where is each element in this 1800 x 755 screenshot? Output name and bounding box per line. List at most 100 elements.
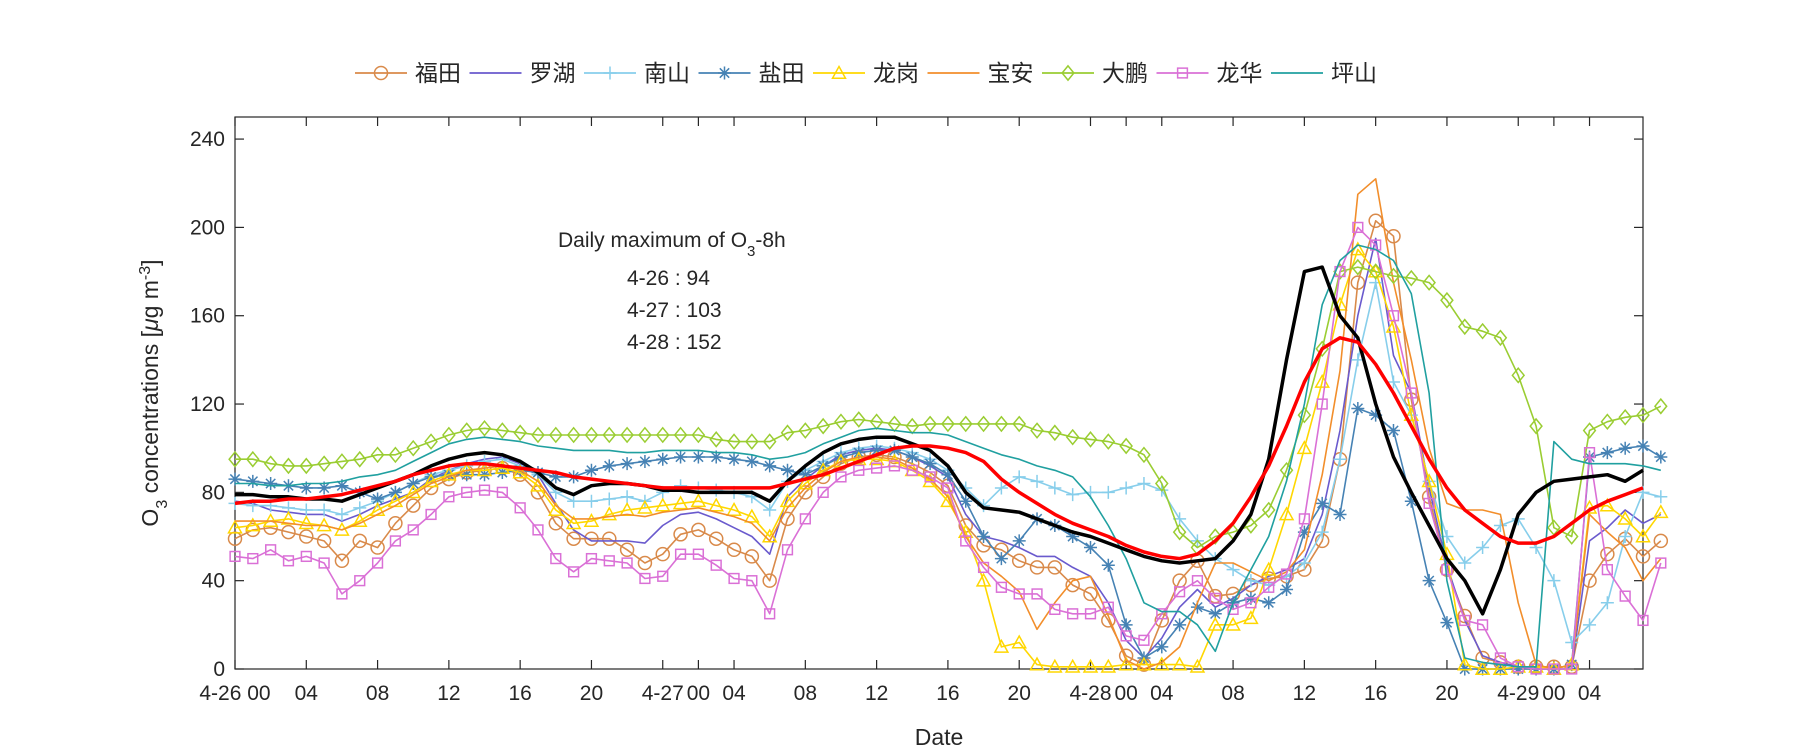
data-point — [655, 546, 670, 562]
data-point — [317, 481, 331, 495]
data-point — [958, 415, 973, 433]
data-point — [1386, 267, 1401, 285]
data-point — [1315, 525, 1329, 539]
data-point — [1013, 588, 1025, 600]
data-point — [353, 501, 367, 515]
data-point — [1065, 428, 1080, 446]
data-point — [1600, 546, 1615, 562]
data-point — [1316, 398, 1328, 410]
x-tick-label: 04 — [1578, 682, 1602, 705]
y-tick-label: 40 — [202, 570, 225, 593]
data-point — [1619, 590, 1631, 602]
data-point — [1011, 634, 1027, 649]
data-point — [1297, 556, 1311, 570]
data-point — [228, 472, 242, 486]
data-point — [584, 494, 598, 508]
data-point — [816, 459, 830, 473]
data-point — [994, 415, 1009, 433]
data-point — [1458, 662, 1472, 676]
data-point — [1422, 274, 1436, 291]
data-point — [1066, 488, 1080, 502]
data-point — [1120, 630, 1132, 642]
y-axis-label: O3 concentrations [μg m-3] — [137, 259, 171, 526]
data-point — [745, 454, 759, 468]
data-point — [781, 463, 795, 477]
data-point — [548, 501, 564, 516]
data-point — [831, 64, 847, 79]
data-point — [495, 422, 510, 439]
data-point — [940, 493, 956, 508]
data-point — [477, 419, 492, 437]
data-point — [1138, 634, 1150, 646]
data-point — [1635, 549, 1651, 564]
data-point — [1618, 408, 1632, 426]
data-point — [922, 473, 938, 488]
data-point — [834, 450, 848, 464]
series-龙华 — [229, 221, 1667, 675]
x-tick-label: 4-27 — [642, 682, 684, 705]
data-point — [281, 457, 296, 475]
data-point — [1156, 608, 1168, 620]
data-point — [1048, 481, 1062, 495]
y-label-mu: μ — [137, 318, 163, 332]
x-tick-label: 20 — [580, 682, 603, 705]
data-point — [718, 66, 731, 80]
y-tick-label: 0 — [213, 658, 225, 681]
y-label-part: g m — [137, 280, 163, 318]
data-point — [1456, 656, 1473, 671]
data-point — [727, 433, 741, 450]
data-point — [637, 499, 653, 514]
data-point — [1654, 397, 1668, 415]
data-point — [779, 493, 796, 508]
data-point — [351, 513, 368, 528]
data-point — [746, 575, 758, 587]
data-point — [1351, 258, 1365, 276]
data-point — [478, 468, 492, 482]
data-point — [1600, 413, 1615, 431]
data-point — [1333, 452, 1347, 466]
data-point — [1208, 607, 1222, 621]
data-point — [389, 535, 402, 547]
data-point — [744, 549, 760, 564]
data-point — [1082, 658, 1099, 673]
legend-item: 坪山 — [1271, 60, 1377, 86]
data-point — [709, 450, 723, 464]
y-label-part: O — [137, 509, 163, 527]
series-龙岗 — [227, 241, 1669, 675]
data-point — [1031, 588, 1043, 600]
data-point — [621, 557, 633, 569]
data-point — [602, 426, 617, 444]
data-point — [1101, 485, 1115, 499]
data-point — [1618, 530, 1632, 544]
legend-item: 大鹏 — [1042, 60, 1148, 86]
data-point — [442, 426, 456, 444]
data-point — [583, 513, 600, 528]
data-point — [460, 468, 474, 482]
data-point — [672, 495, 689, 510]
data-point — [941, 415, 955, 433]
data-point — [994, 481, 1008, 495]
data-point — [353, 485, 367, 499]
data-point — [692, 548, 705, 560]
legend-label: 大鹏 — [1102, 60, 1148, 86]
data-point — [585, 552, 598, 565]
data-point — [352, 450, 367, 468]
x-tick-label: 16 — [1364, 682, 1387, 705]
data-point — [1119, 618, 1133, 632]
data-point — [1583, 446, 1596, 459]
y-tick-label: 160 — [190, 305, 225, 328]
data-point — [673, 527, 688, 542]
data-point — [1474, 660, 1491, 675]
data-point — [1548, 663, 1560, 675]
data-point — [1049, 603, 1061, 616]
data-point — [1296, 440, 1313, 455]
data-point — [994, 552, 1008, 566]
annotation-title-part: Daily maximum of O — [558, 229, 747, 252]
data-point — [1083, 541, 1097, 555]
data-point — [690, 493, 707, 508]
x-tick-label: 04 — [1150, 682, 1174, 705]
data-point — [1280, 583, 1294, 597]
y-label-part: ] — [137, 259, 163, 265]
data-point — [780, 424, 795, 442]
data-point — [1101, 613, 1116, 628]
